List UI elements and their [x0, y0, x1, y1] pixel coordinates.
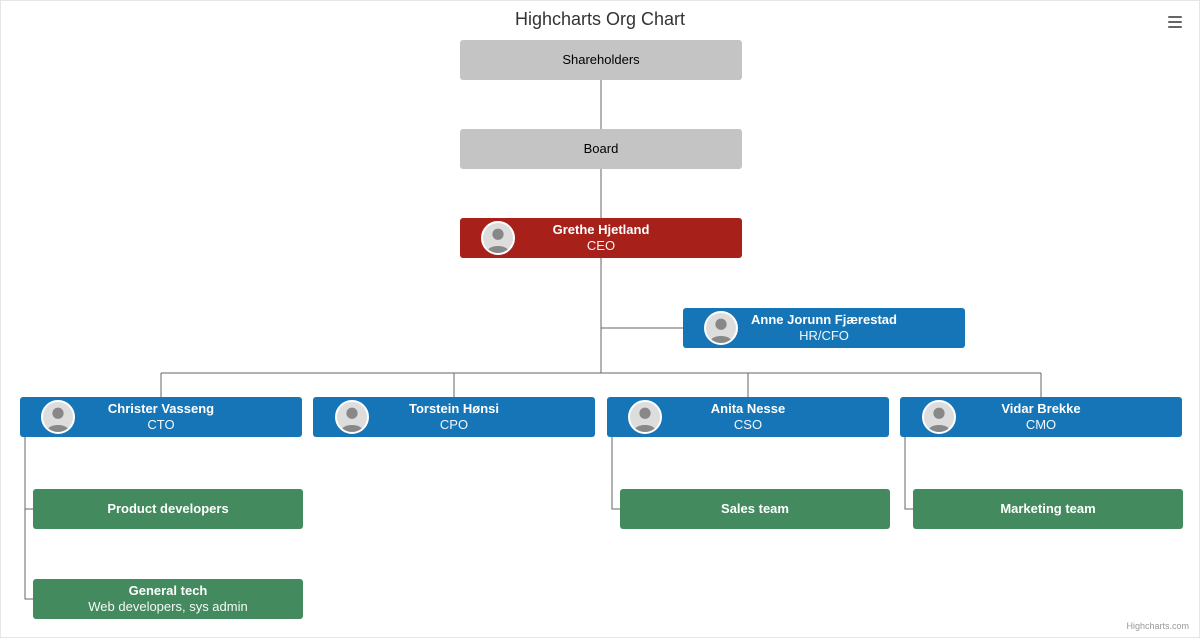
node-label: Board: [584, 141, 619, 157]
connector-layer: [1, 1, 1200, 638]
node-title: CMO: [1026, 417, 1056, 433]
chart-title: Highcharts Org Chart: [1, 9, 1199, 30]
node-label: Sales team: [721, 501, 789, 517]
node-label: Shareholders: [562, 52, 639, 68]
node-label: Product developers: [107, 501, 228, 517]
node-general-tech[interactable]: General tech Web developers, sys admin: [33, 579, 303, 619]
node-sales-team[interactable]: Sales team: [620, 489, 890, 529]
avatar-cmo: [922, 400, 956, 434]
node-label: Vidar Brekke: [1001, 401, 1080, 417]
avatar-cto: [41, 400, 75, 434]
node-label: Torstein Hønsi: [409, 401, 499, 417]
node-title: CEO: [587, 238, 615, 254]
avatar-cpo: [335, 400, 369, 434]
avatar-cso: [628, 400, 662, 434]
chart-menu-button[interactable]: [1163, 11, 1187, 33]
node-label: Marketing team: [1000, 501, 1095, 517]
node-title: Web developers, sys admin: [88, 599, 247, 615]
node-title: CSO: [734, 417, 762, 433]
node-label: General tech: [129, 583, 208, 599]
node-board[interactable]: Board: [460, 129, 742, 169]
node-marketing-team[interactable]: Marketing team: [913, 489, 1183, 529]
node-label: Grethe Hjetland: [553, 222, 650, 238]
node-label: Christer Vasseng: [108, 401, 214, 417]
node-shareholders[interactable]: Shareholders: [460, 40, 742, 80]
node-title: CTO: [147, 417, 174, 433]
node-product-developers[interactable]: Product developers: [33, 489, 303, 529]
chart-credits[interactable]: Highcharts.com: [1126, 621, 1189, 631]
avatar-hrcfo: [704, 311, 738, 345]
node-title: CPO: [440, 417, 468, 433]
node-label: Anne Jorunn Fjærestad: [751, 312, 897, 328]
node-label: Anita Nesse: [711, 401, 785, 417]
avatar-ceo: [481, 221, 515, 255]
node-title: HR/CFO: [799, 328, 849, 344]
hamburger-icon: [1168, 16, 1182, 18]
org-chart-container: Highcharts Org Chart Shareholders: [0, 0, 1200, 638]
